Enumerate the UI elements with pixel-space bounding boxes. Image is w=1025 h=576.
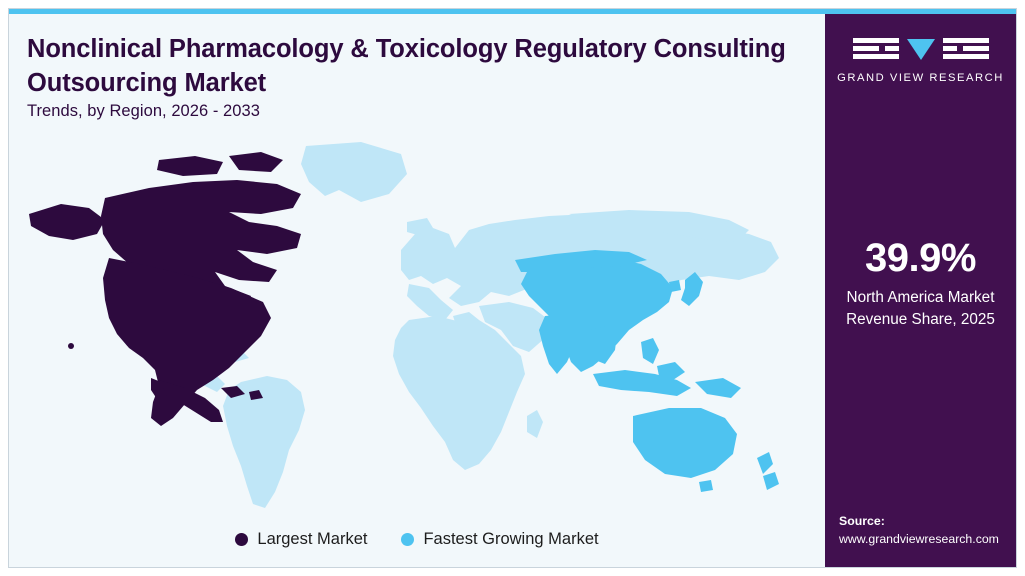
source-block: Source: www.grandviewresearch.com (839, 513, 1011, 549)
page-subtitle: Trends, by Region, 2026 - 2033 (27, 102, 260, 120)
legend-item-largest-market: Largest Market (235, 530, 367, 549)
stat-caption-line2: Revenue Share, 2025 (846, 310, 995, 328)
logo-left-bracket-icon (852, 38, 899, 59)
legend-dot-fastest (401, 533, 415, 546)
stat-value: 39.9% (865, 236, 976, 280)
stat-caption-line1: North America Market (846, 289, 995, 306)
logo-right-bracket-icon (942, 38, 989, 59)
legend-label-largest: Largest Market (257, 530, 368, 548)
map-region-north-america (29, 152, 301, 426)
source-label: Source: (839, 514, 885, 529)
page-title: Nonclinical Pharmacology & Toxicology Re… (27, 35, 786, 97)
brand-logo: GRAND VIEW RESEARCH (825, 32, 1016, 84)
map-region-other (173, 142, 779, 508)
logo-marks (825, 32, 1016, 66)
brand-name: GRAND VIEW RESEARCH (837, 72, 1004, 84)
map-region-asia-pacific (515, 250, 779, 492)
accent-top-bar (9, 9, 1016, 14)
stats-panel: GRAND VIEW RESEARCH 39.9% North America … (825, 14, 1016, 567)
stat-caption: North America Market Revenue Share, 2025 (825, 287, 1016, 330)
logo-triangle-icon (906, 39, 935, 60)
legend-item-fastest-growing-market: Fastest Growing Market (401, 530, 599, 549)
map-panel: Nonclinical Pharmacology & Toxicology Re… (9, 14, 825, 567)
stat-callout: 39.9% North America Market Revenue Share… (825, 236, 1016, 330)
legend-label-fastest: Fastest Growing Market (423, 530, 599, 548)
source-url[interactable]: www.grandviewresearch.com (839, 532, 999, 547)
infographic-card: Nonclinical Pharmacology & Toxicology Re… (8, 8, 1017, 568)
legend: Largest Market Fastest Growing Market (9, 530, 825, 549)
world-map (9, 130, 825, 520)
legend-dot-largest (235, 533, 249, 546)
